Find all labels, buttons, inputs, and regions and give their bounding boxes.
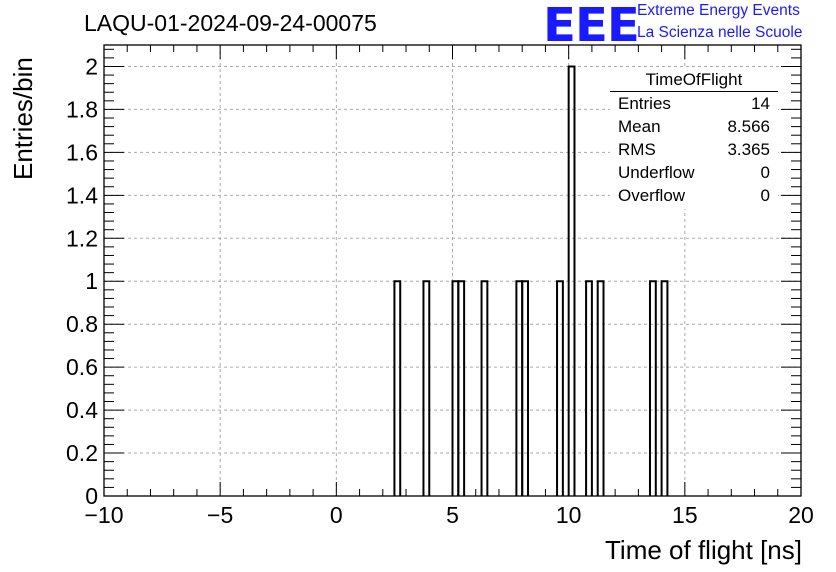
y-tick-label: 1.2: [66, 225, 98, 251]
stats-row-overflow: Overflow 0: [610, 184, 778, 207]
stats-value: 14: [751, 94, 770, 113]
y-tick-label: 0.6: [66, 354, 98, 380]
histogram-bar: [567, 65, 576, 496]
x-axis-label: Time of flight [ns]: [605, 535, 802, 565]
histogram-bar: [393, 280, 402, 496]
y-tick-label: 1: [85, 268, 98, 294]
histogram-bar: [521, 280, 530, 496]
histogram-bar: [660, 280, 669, 496]
histogram-bar: [556, 280, 564, 496]
logo-line-1: Extreme Energy Events: [637, 2, 800, 19]
histogram-bar: [422, 280, 431, 496]
stats-label: Entries: [618, 94, 671, 113]
y-tick-label: 0.2: [66, 440, 98, 466]
y-tick-label: 1.4: [66, 182, 98, 208]
eee-logo: EEE: [543, 0, 640, 52]
x-tick-label: −10: [84, 502, 123, 528]
tick-labels: −10 −5 0 5 10 15 20 0 0.2 0.4 0.6 0.8 1 1.2 1.4 1.6 1.8 2: [66, 53, 814, 528]
histogram-bar: [596, 280, 605, 496]
y-tick-label: 2: [85, 53, 98, 79]
stats-value: 0: [760, 186, 770, 205]
stats-label: Underflow: [618, 163, 695, 182]
x-tick-label: 5: [446, 502, 459, 528]
stats-row-mean: Mean 8.566: [610, 115, 778, 138]
histogram-bars: [393, 65, 669, 496]
y-tick-label: 0: [85, 483, 98, 509]
x-tick-label: 15: [672, 502, 698, 528]
x-tick-label: 20: [788, 502, 814, 528]
x-tick-label: −5: [207, 502, 233, 528]
histogram-bar: [480, 280, 489, 496]
histogram-bar: [457, 280, 466, 496]
y-tick-label: 1.8: [66, 96, 98, 122]
stats-label: RMS: [618, 140, 656, 159]
stats-label: Mean: [618, 117, 661, 136]
histogram-bar: [648, 280, 657, 496]
stats-row-underflow: Underflow 0: [610, 161, 778, 184]
stats-label: Overflow: [618, 186, 686, 205]
stats-row-entries: Entries 14: [610, 92, 778, 115]
stats-box: TimeOfFlight Entries 14 Mean 8.566 RMS 3…: [610, 69, 778, 209]
plot-frame: [103, 44, 802, 497]
stats-value: 3.365: [727, 140, 770, 159]
y-tick-label: 0.4: [66, 397, 98, 423]
stats-value: 8.566: [727, 117, 770, 136]
logo-line-2: La Scienza nelle Scuole: [637, 24, 803, 41]
x-tick-label: 0: [330, 502, 343, 528]
stats-row-rms: RMS 3.365: [610, 138, 778, 161]
y-axis-label: Entries/bin: [8, 57, 38, 180]
x-tick-label: 10: [556, 502, 582, 528]
stats-title: TimeOfFlight: [610, 69, 778, 92]
y-tick-label: 0.8: [66, 311, 98, 337]
chart-title: LAQU-01-2024-09-24-00075: [84, 10, 377, 36]
histogram-bar: [585, 280, 593, 496]
y-tick-label: 1.6: [66, 139, 98, 165]
stats-value: 0: [760, 163, 770, 182]
